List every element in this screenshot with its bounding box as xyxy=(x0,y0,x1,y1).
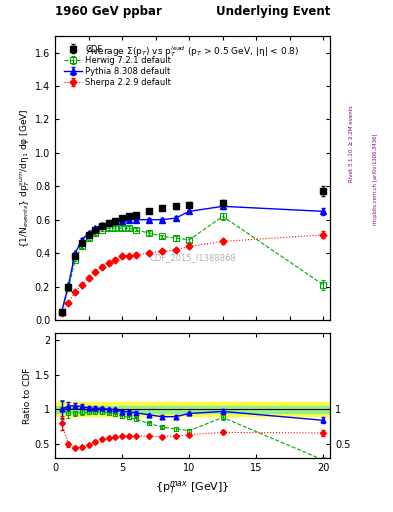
Bar xyxy=(55,406,330,413)
Text: 1960 GeV ppbar: 1960 GeV ppbar xyxy=(55,5,162,18)
Legend: CDF, Herwig 7.2.1 default, Pythia 8.308 default, Sherpa 2.2.9 default: CDF, Herwig 7.2.1 default, Pythia 8.308 … xyxy=(62,43,173,89)
Text: Underlying Event: Underlying Event xyxy=(216,5,330,18)
X-axis label: {p$_T^{max}$ [GeV]}: {p$_T^{max}$ [GeV]} xyxy=(155,479,230,496)
Bar xyxy=(55,402,330,416)
Y-axis label: {1/N$_{events}$} dp$_T^{sum}$/dη$_1$ dφ [GeV]: {1/N$_{events}$} dp$_T^{sum}$/dη$_1$ dφ … xyxy=(18,108,32,248)
Text: Average Σ(p$_T$) vs p$_T^{lead}$ (p$_T$ > 0.5 GeV, |η| < 0.8): Average Σ(p$_T$) vs p$_T^{lead}$ (p$_T$ … xyxy=(86,45,299,59)
Text: Rivet 3.1.10, ≥ 2.2M events: Rivet 3.1.10, ≥ 2.2M events xyxy=(349,105,354,182)
Y-axis label: Ratio to CDF: Ratio to CDF xyxy=(23,367,32,424)
Text: CDF_2015_I1388868: CDF_2015_I1388868 xyxy=(149,253,236,262)
Text: mcplots.cern.ch [arXiv:1306.3436]: mcplots.cern.ch [arXiv:1306.3436] xyxy=(373,134,378,225)
